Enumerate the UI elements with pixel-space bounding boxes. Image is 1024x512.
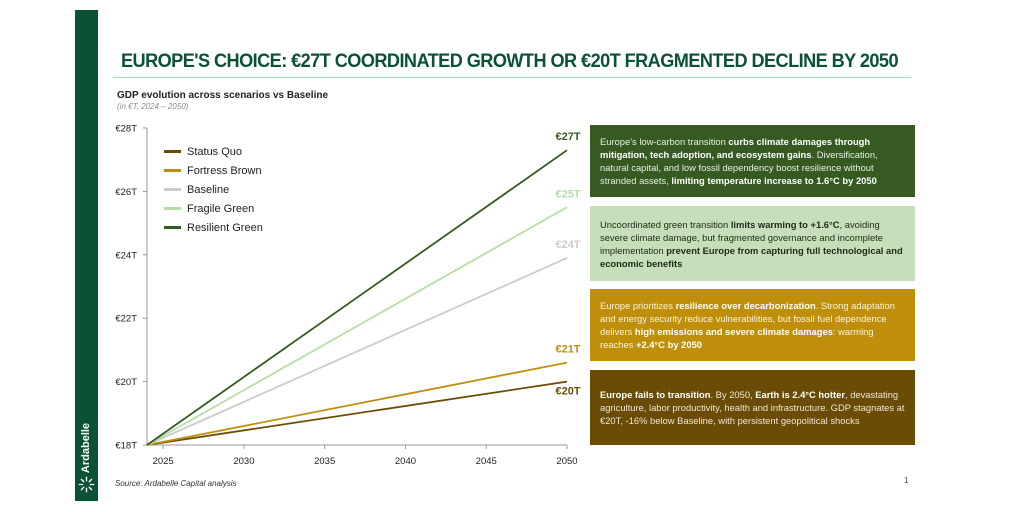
x-tick-label: 2040 <box>395 456 416 467</box>
series-line-status-quo <box>146 380 568 446</box>
legend-swatch <box>164 150 181 153</box>
ardabelle-logo-icon <box>78 476 95 493</box>
y-tick-label: €18T <box>115 441 137 452</box>
card-text-segment: . Strong adaptation and energy security … <box>600 300 895 337</box>
legend-label: Resilient Green <box>187 221 263 234</box>
series-end-label: €20T <box>555 386 580 398</box>
series-end-label: €27T <box>555 131 580 143</box>
page-number: 1 <box>904 476 909 485</box>
series-end-label: €25T <box>555 188 580 200</box>
legend-label: Status Quo <box>187 145 243 158</box>
scenario-card-fortress-brown: Europe prioritizes resilience over decar… <box>590 289 915 361</box>
card-text-emphasis: prevent Europe from capturing full techn… <box>600 244 903 269</box>
card-text-emphasis: +2.4°C by 2050 <box>635 339 703 350</box>
card-text-segment: Europe's low-carbon transition <box>600 136 729 147</box>
chart-unit-note: (in €T, 2024 – 2050) <box>117 102 189 111</box>
y-tick-label: €26T <box>115 187 137 198</box>
series-line-baseline <box>146 257 568 446</box>
card-text-emphasis: Earth is 2.4°C hotter <box>755 389 845 400</box>
scenario-card-text: Europe fails to transition. By 2050, Ear… <box>600 388 905 427</box>
card-text-segment: , devastating agriculture, labor product… <box>600 389 905 426</box>
legend-label: Fortress Brown <box>187 164 262 177</box>
y-tick-label: €22T <box>115 314 137 325</box>
card-text-emphasis: Europe fails to transition <box>600 389 711 400</box>
legend-swatch <box>164 188 181 191</box>
series-end-label: €21T <box>555 344 580 356</box>
card-text-emphasis: curbs climate damages through mitigation… <box>600 136 871 160</box>
legend-item: Status Quo <box>164 142 263 161</box>
card-text-segment: Uncoordinated green transition <box>600 218 731 230</box>
series-line-fortress-brown <box>146 361 568 446</box>
brand-block: Ardabelle <box>76 412 97 497</box>
y-tick-label: €28T <box>115 124 137 135</box>
scenario-card-fragile-green: Uncoordinated green transition limits wa… <box>590 206 915 281</box>
x-tick-label: 2045 <box>476 456 497 467</box>
series-line-fragile-green <box>146 206 568 446</box>
series-end-label: €24T <box>555 239 580 251</box>
x-tick-label: 2030 <box>233 456 254 467</box>
legend-swatch <box>164 207 181 210</box>
card-text-emphasis: resilience over decarbonization <box>675 300 816 311</box>
source-note: Source: Ardabelle Capital analysis <box>115 479 237 488</box>
legend-label: Fragile Green <box>187 202 255 215</box>
scenario-card-resilient-green: Europe's low-carbon transition curbs cli… <box>590 125 915 197</box>
y-tick-label: €24T <box>115 250 137 261</box>
legend-swatch <box>164 226 181 229</box>
x-tick-label: 2025 <box>153 456 174 467</box>
card-text-segment: Europe prioritizes <box>600 300 676 311</box>
legend-label: Baseline <box>187 183 230 196</box>
scenario-card-text: Uncoordinated green transition limits wa… <box>600 218 905 270</box>
scenario-card-text: Europe prioritizes resilience over decar… <box>600 299 905 351</box>
scenario-card-text: Europe's low-carbon transition curbs cli… <box>600 135 905 187</box>
card-text-emphasis: limiting temperature increase to 1.6°C b… <box>671 175 877 186</box>
legend-swatch <box>164 169 181 172</box>
chart-subtitle: GDP evolution across scenarios vs Baseli… <box>117 90 329 101</box>
series-line-resilient-green <box>146 149 568 446</box>
x-tick-label: 2050 <box>556 456 577 467</box>
card-text-emphasis: limits warming to +1.6°C <box>730 218 840 230</box>
x-tick-label: 2035 <box>314 456 335 467</box>
title-divider <box>113 77 911 78</box>
legend-item: Fortress Brown <box>164 161 263 180</box>
legend-item: Baseline <box>164 180 263 199</box>
y-tick-label: €20T <box>115 377 137 388</box>
card-text-segment: : warming reaches <box>600 326 874 350</box>
legend-item: Resilient Green <box>164 218 263 237</box>
card-text-emphasis: high emissions and severe climate damage… <box>634 326 833 337</box>
card-text-segment: . By 2050, <box>710 389 756 400</box>
card-text-segment: , avoiding severe climate damage, but fr… <box>600 218 883 256</box>
page-title: EUROPE'S CHOICE: €27T COORDINATED GROWTH… <box>121 50 899 72</box>
chart-legend: Status Quo Fortress Brown Baseline Fragile … <box>164 142 263 237</box>
legend-item: Fragile Green <box>164 199 263 218</box>
card-text-segment: . Diversification, natural capital, and … <box>600 149 878 186</box>
scenario-card-status-quo: Europe fails to transition. By 2050, Ear… <box>590 370 915 445</box>
brand-sidebar <box>75 10 98 501</box>
